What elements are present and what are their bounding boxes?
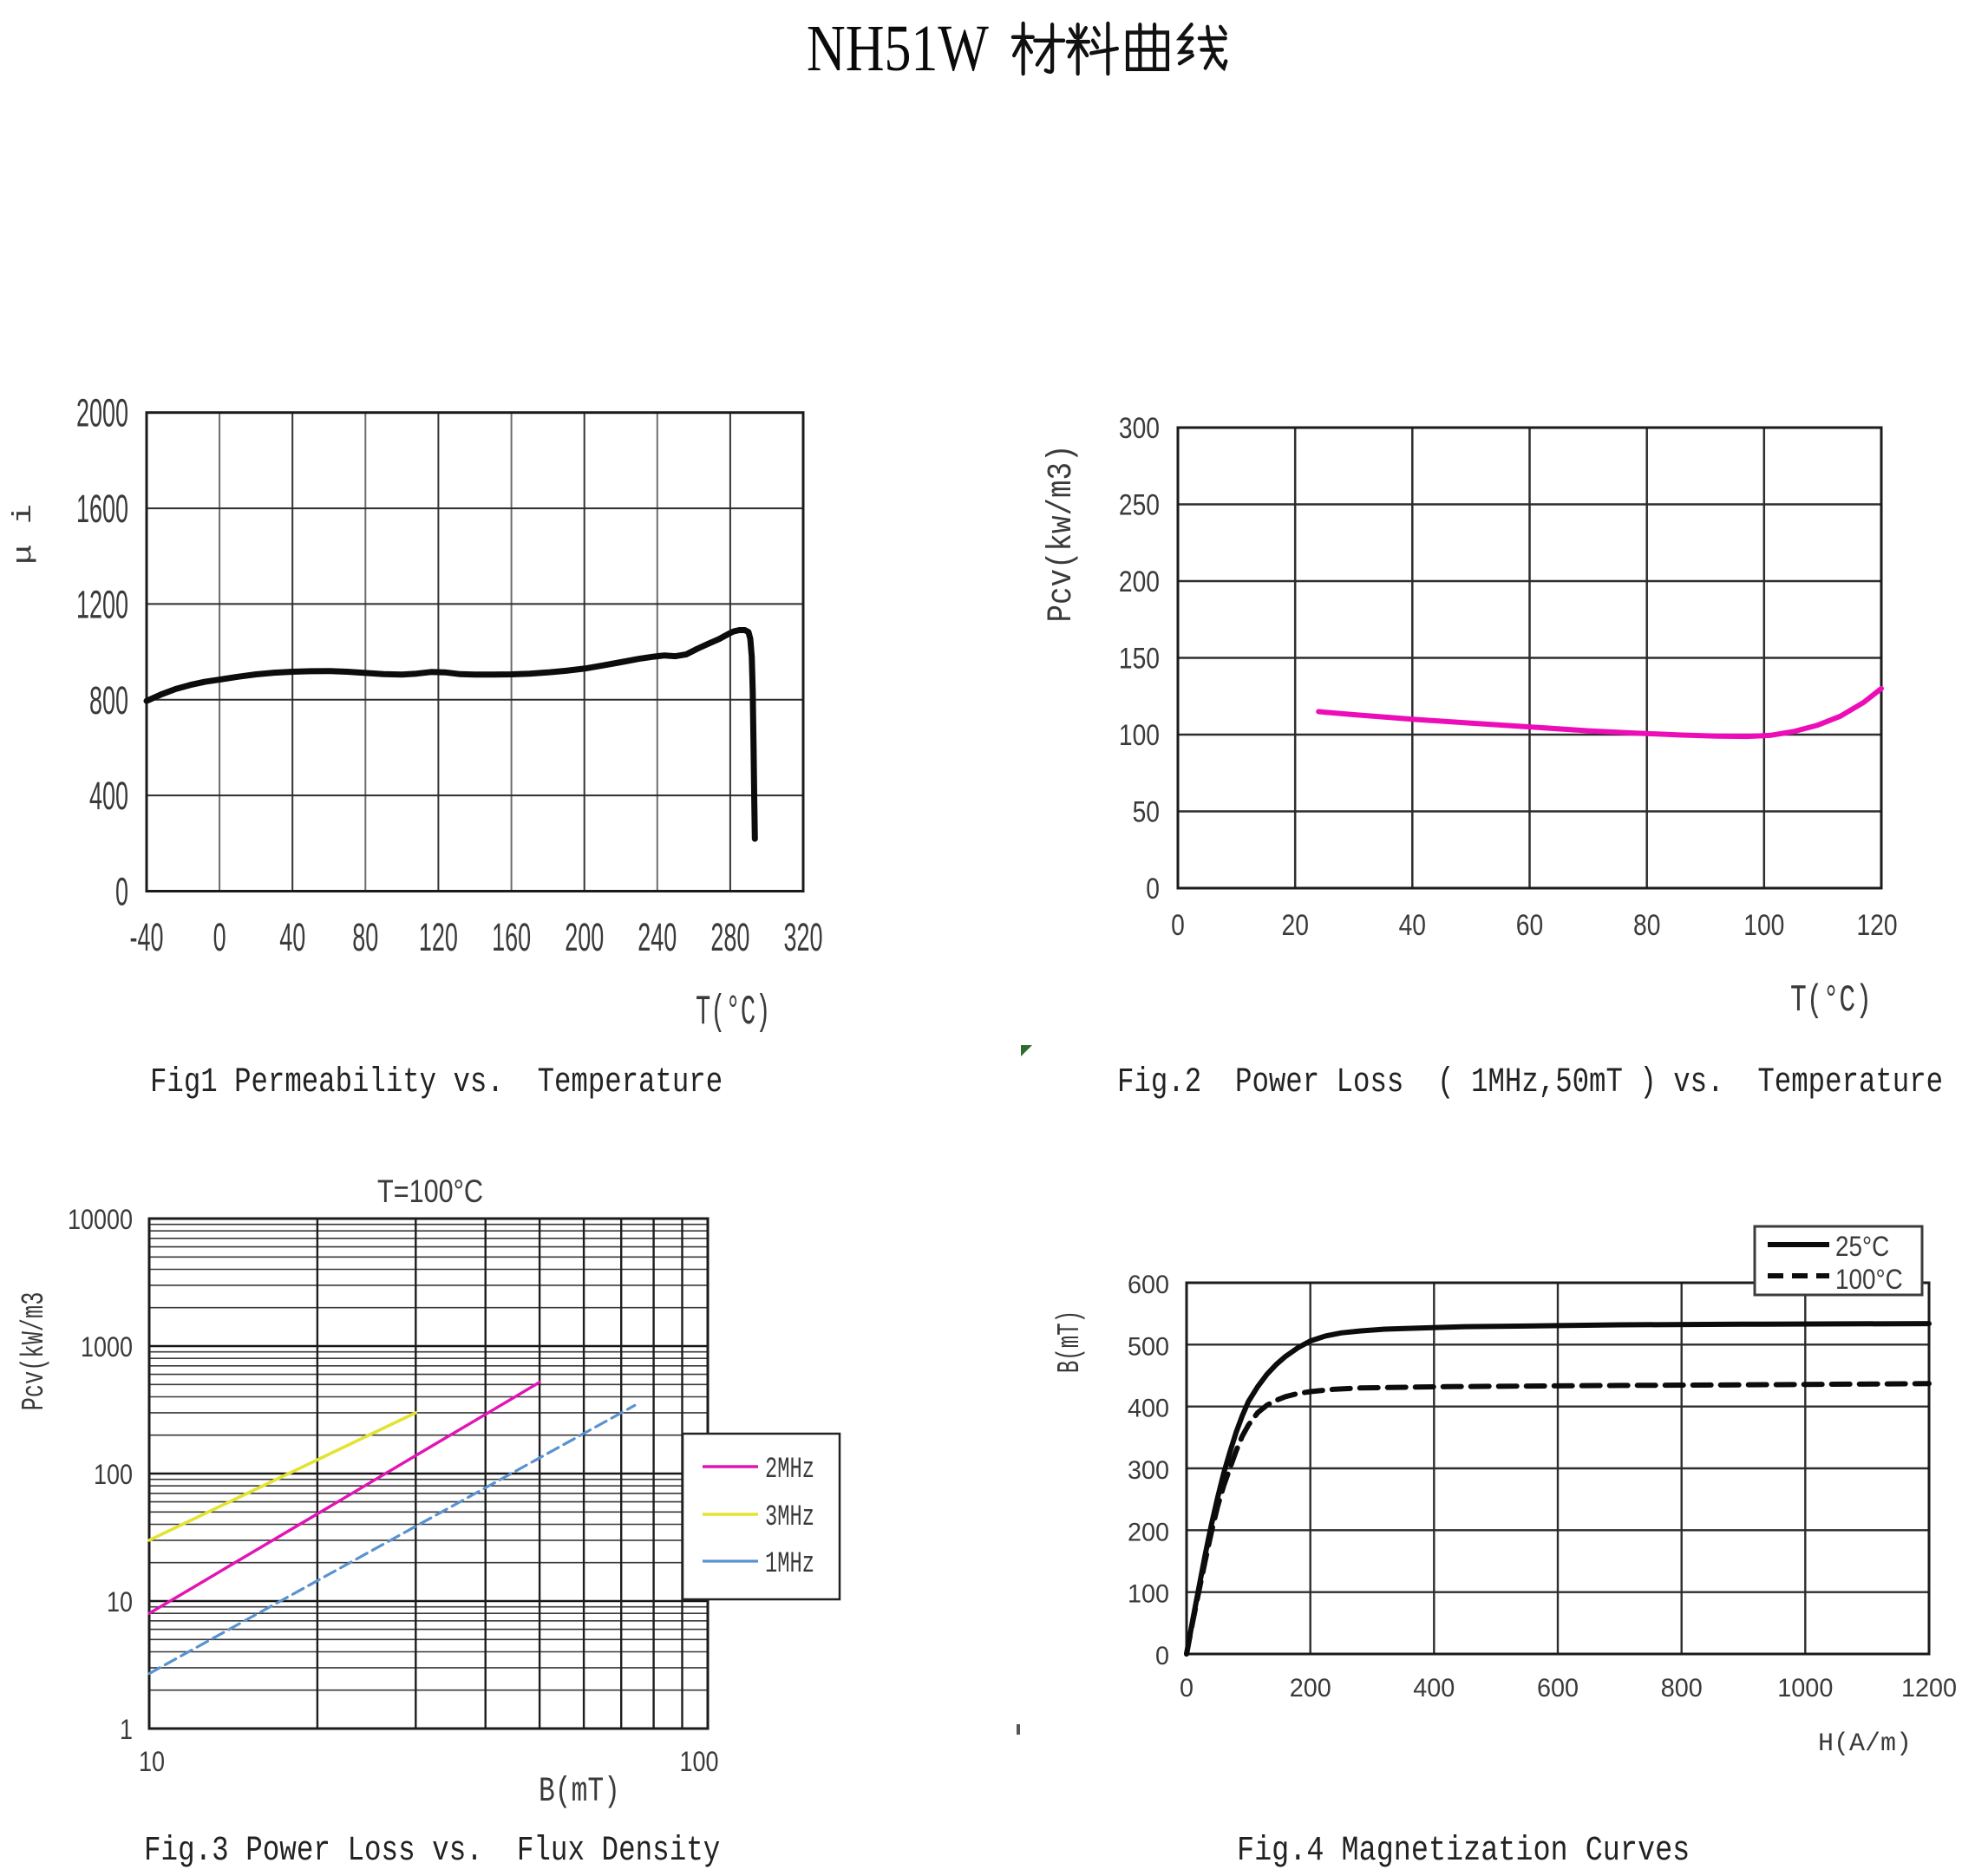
svg-text:200: 200: [565, 915, 604, 959]
svg-text:25°C: 25°C: [1835, 1232, 1889, 1262]
svg-text:Pcv(kw/m3): Pcv(kw/m3): [1043, 445, 1082, 623]
svg-text:0: 0: [1180, 1673, 1194, 1703]
svg-text:80: 80: [1633, 909, 1660, 942]
svg-text:0: 0: [115, 869, 128, 913]
svg-text:150: 150: [1119, 642, 1160, 675]
svg-text:400: 400: [89, 774, 128, 818]
svg-text:0: 0: [213, 915, 226, 959]
svg-text:μ i: μ i: [8, 504, 38, 565]
svg-text:100: 100: [94, 1460, 133, 1491]
svg-text:B(mT): B(mT): [539, 1772, 620, 1812]
svg-text:T=100°C: T=100°C: [377, 1173, 483, 1209]
svg-text:T(°C): T(°C): [696, 989, 770, 1036]
svg-text:2000: 2000: [76, 390, 128, 435]
svg-text:200: 200: [1128, 1518, 1169, 1547]
svg-text:Pcv(kW/m3: Pcv(kW/m3: [17, 1292, 52, 1411]
svg-text:0: 0: [1155, 1641, 1169, 1670]
svg-text:280: 280: [710, 915, 749, 959]
svg-text:10: 10: [139, 1747, 165, 1778]
svg-text:250: 250: [1119, 488, 1160, 521]
svg-text:300: 300: [1119, 412, 1160, 445]
svg-text:Fig.4 Magnetization Curves: Fig.4 Magnetization Curves: [1237, 1831, 1690, 1871]
svg-text:120: 120: [1856, 909, 1897, 942]
svg-text:160: 160: [492, 915, 531, 959]
svg-text:1000: 1000: [81, 1332, 133, 1363]
svg-text:3MHz: 3MHz: [765, 1500, 814, 1533]
svg-text:800: 800: [89, 678, 128, 722]
svg-text:10: 10: [107, 1587, 133, 1618]
svg-text:-40: -40: [129, 915, 163, 959]
svg-text:1000: 1000: [1777, 1673, 1833, 1703]
svg-text:50: 50: [1133, 795, 1160, 828]
svg-text:200: 200: [1290, 1673, 1331, 1703]
svg-text:Fig.2 Power Loss ( 1MHz,50mT: Fig.2 Power Loss ( 1MHz,50mT ) vs. Tempe…: [1117, 1062, 1943, 1101]
svg-text:600: 600: [1537, 1673, 1579, 1703]
svg-text:H(A/m): H(A/m): [1818, 1729, 1912, 1759]
svg-text:400: 400: [1413, 1673, 1455, 1703]
svg-text:40: 40: [1399, 909, 1426, 942]
svg-text:100: 100: [1128, 1579, 1169, 1609]
svg-text:0: 0: [1146, 873, 1160, 905]
svg-text:0: 0: [1171, 909, 1185, 942]
svg-text:80: 80: [352, 915, 378, 959]
svg-text:320: 320: [783, 915, 822, 959]
svg-text:Fig.3 Power Loss vs. Flux Den: Fig.3 Power Loss vs. Flux Density: [144, 1831, 720, 1870]
svg-text:300: 300: [1128, 1455, 1169, 1485]
svg-text:20: 20: [1282, 909, 1309, 942]
svg-text:60: 60: [1516, 909, 1543, 942]
svg-text:100°C: 100°C: [1835, 1265, 1903, 1295]
svg-text:1200: 1200: [76, 582, 128, 626]
svg-text:120: 120: [419, 915, 458, 959]
svg-text:1600: 1600: [76, 487, 128, 531]
svg-text:T(°C): T(°C): [1790, 979, 1872, 1023]
svg-text:40: 40: [279, 915, 305, 959]
svg-text:400: 400: [1128, 1394, 1169, 1423]
svg-text:10000: 10000: [68, 1205, 133, 1236]
svg-text:200: 200: [1119, 565, 1160, 598]
svg-text:500: 500: [1128, 1332, 1169, 1362]
svg-text:1200: 1200: [1901, 1673, 1957, 1703]
svg-text:1MHz: 1MHz: [765, 1547, 814, 1580]
svg-text:B(mT): B(mT): [1053, 1311, 1089, 1373]
svg-text:240: 240: [638, 915, 677, 959]
svg-text:Fig1 Permeability vs. Tempera: Fig1 Permeability vs. Temperature: [150, 1062, 723, 1101]
svg-text:100: 100: [680, 1747, 719, 1778]
svg-text:100: 100: [1119, 719, 1160, 752]
svg-text:2MHz: 2MHz: [765, 1453, 814, 1486]
svg-text:600: 600: [1128, 1270, 1169, 1299]
svg-text:800: 800: [1661, 1673, 1703, 1703]
svg-text:1: 1: [120, 1715, 133, 1746]
svg-text:100: 100: [1743, 909, 1784, 942]
svg-text:NH51W: NH51W: [807, 11, 989, 84]
